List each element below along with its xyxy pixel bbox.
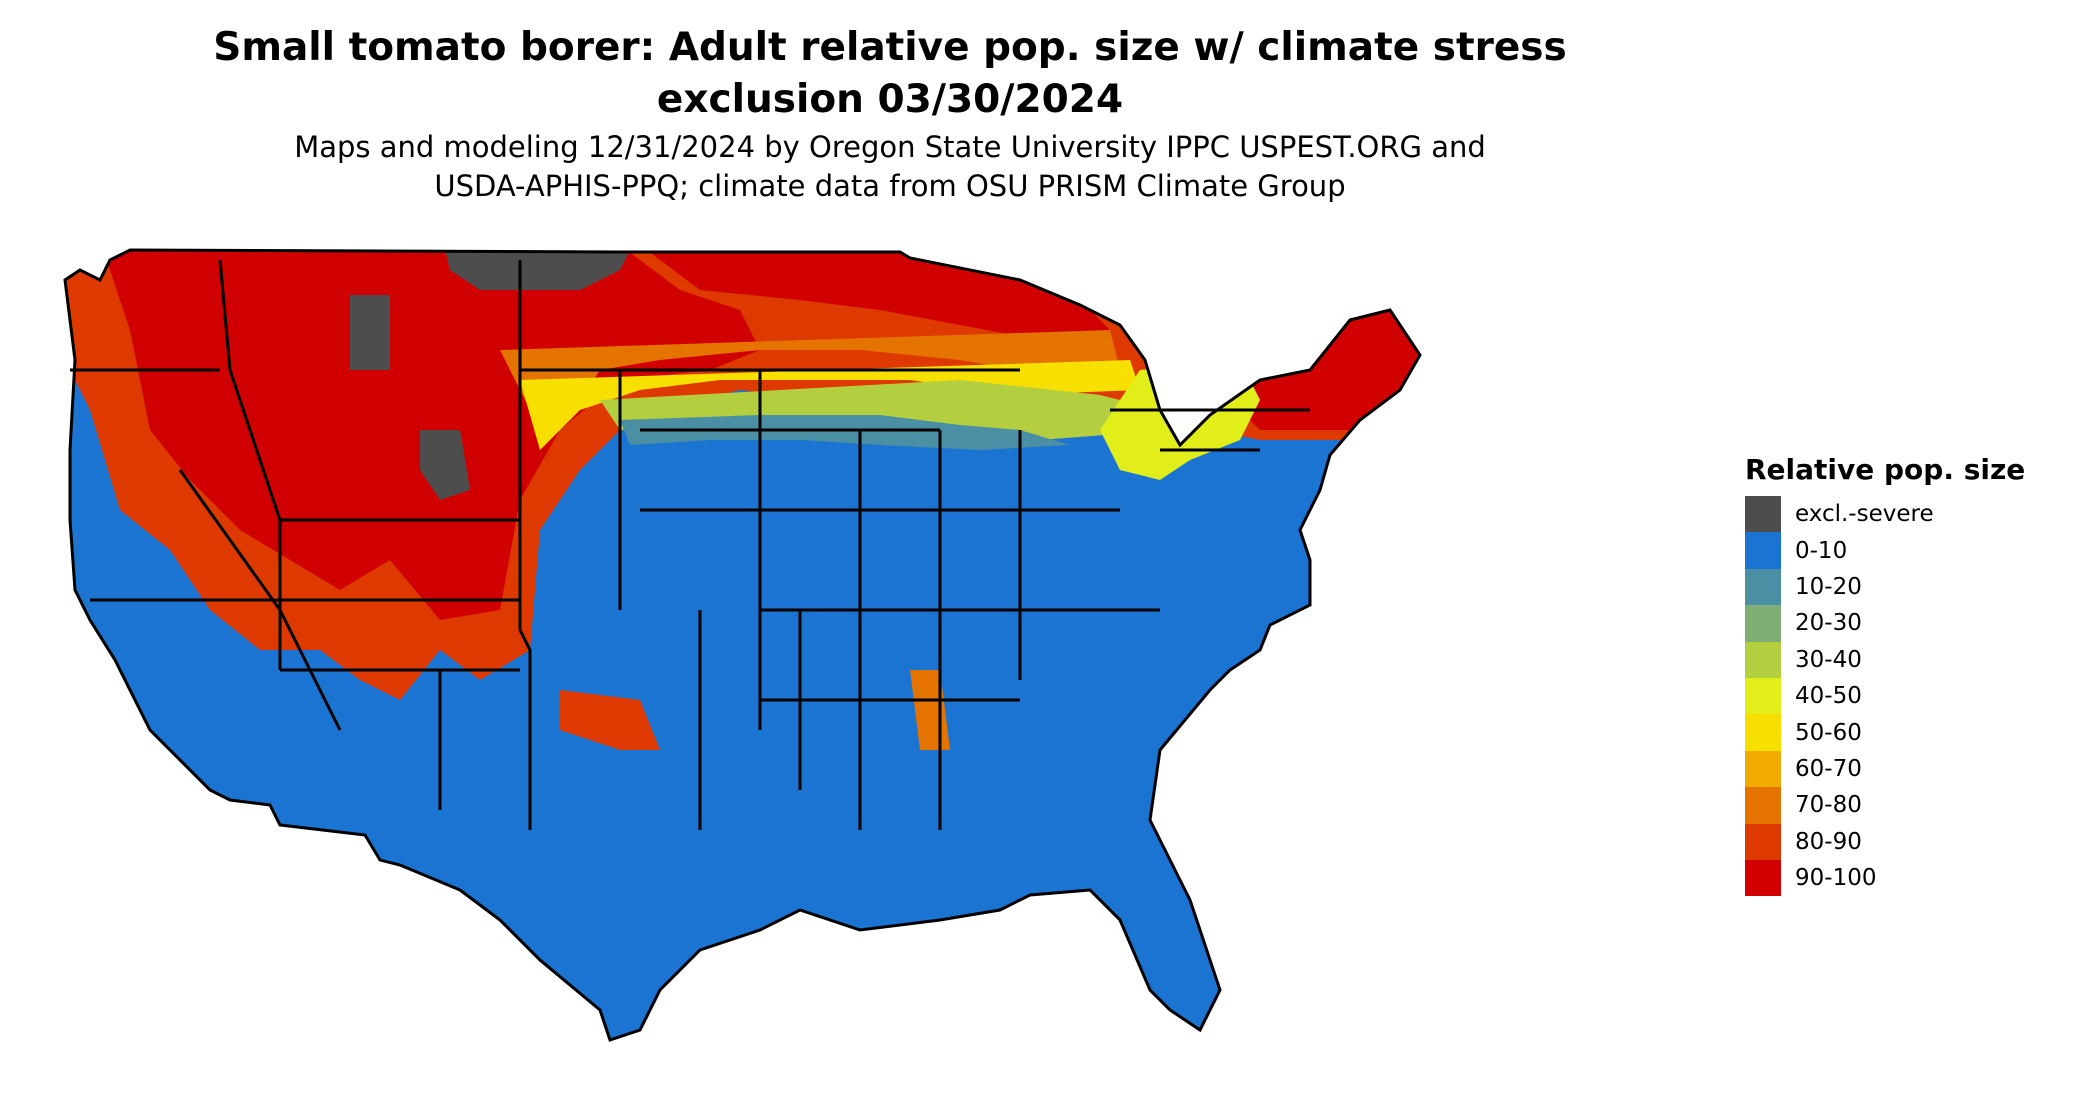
- map-subtitle-line-1: Maps and modeling 12/31/2024 by Oregon S…: [294, 130, 1486, 164]
- legend-item: 0-10: [1745, 532, 2025, 569]
- legend-label: 80-90: [1795, 828, 1862, 855]
- legend-swatch: [1745, 532, 1781, 569]
- legend-swatch: [1745, 750, 1781, 788]
- legend-label: 70-80: [1795, 792, 1862, 819]
- zone-80-90-texas-coast: [560, 690, 660, 750]
- legend: Relative pop. size excl.-severe 0-10 10-20…: [1745, 452, 2026, 897]
- legend-swatch: [1745, 568, 1781, 606]
- map-title-line-2: exclusion 03/30/2024: [656, 77, 1124, 122]
- legend-item: 30-40: [1745, 641, 2025, 678]
- zone-excl-severe-north: [440, 250, 640, 290]
- legend-item: 50-60: [1745, 714, 2025, 751]
- legend-swatch: [1745, 714, 1781, 751]
- zone-excl-severe-colorado: [420, 430, 470, 500]
- zone-50-60: [520, 360, 1140, 450]
- legend-item: 70-80: [1745, 787, 2025, 824]
- legend-swatch: [1745, 641, 1781, 678]
- zone-70-80: [500, 330, 1120, 410]
- map-subtitle-line-2: USDA-APHIS-PPQ; climate data from OSU PR…: [434, 169, 1346, 203]
- legend-item: 90-100: [1745, 859, 2025, 897]
- state-borders: [63, 248, 1422, 1042]
- legend-swatch: [1745, 859, 1781, 897]
- legend-label: 30-40: [1795, 646, 1862, 673]
- zone-excl-severe-wyoming: [350, 295, 390, 370]
- legend-label: 40-50: [1795, 683, 1862, 710]
- map-title: Small tomato borer: Adult relative pop. …: [200, 22, 1580, 126]
- legend-item: 20-30: [1745, 605, 2025, 642]
- legend-item: excl.-severe: [1745, 496, 2025, 533]
- legend-items: excl.-severe 0-10 10-20 20-30 30-40 40-50 50-6…: [1745, 496, 2025, 897]
- us-map: [63, 248, 1422, 1042]
- legend-label: 90-100: [1795, 865, 1877, 892]
- legend-swatch: [1745, 823, 1781, 860]
- legend-swatch: [1745, 496, 1781, 533]
- legend-item: 60-70: [1745, 750, 2025, 788]
- legend-swatch: [1745, 787, 1781, 824]
- zone-10-20: [620, 415, 1070, 450]
- legend-label: 10-20: [1795, 573, 1862, 600]
- legend-item: 40-50: [1745, 677, 2025, 715]
- legend-swatch: [1745, 605, 1781, 642]
- legend-swatch: [1745, 677, 1781, 715]
- legend-title: Relative pop. size: [1745, 453, 2026, 486]
- map-title-line-1: Small tomato borer: Adult relative pop. …: [213, 25, 1567, 70]
- map-subtitle: Maps and modeling 12/31/2024 by Oregon S…: [200, 128, 1580, 206]
- legend-label: 0-10: [1795, 537, 1848, 564]
- legend-item: 10-20: [1745, 568, 2025, 606]
- legend-label: 50-60: [1795, 719, 1862, 746]
- legend-label: excl.-severe: [1795, 501, 1934, 528]
- legend-item: 80-90: [1745, 823, 2025, 860]
- legend-label: 60-70: [1795, 755, 1862, 782]
- legend-label: 20-30: [1795, 610, 1862, 637]
